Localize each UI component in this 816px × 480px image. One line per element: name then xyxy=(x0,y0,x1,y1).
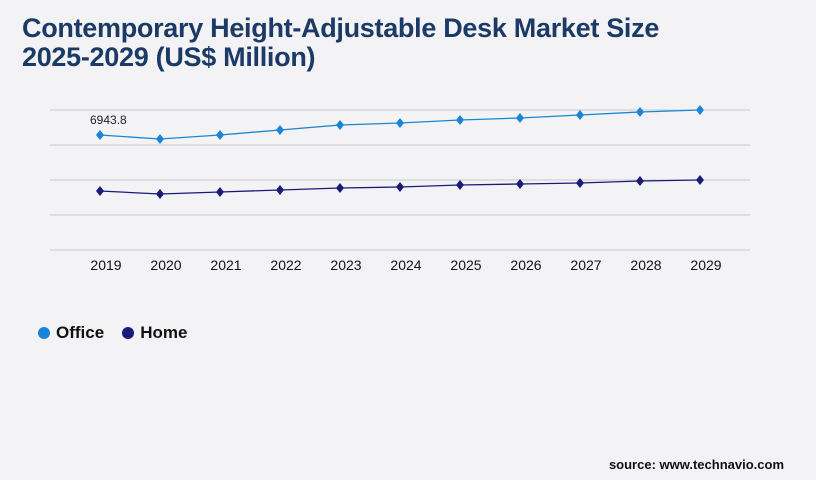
data-point-office xyxy=(96,130,104,141)
legend: Office Home xyxy=(38,323,187,343)
data-point-home xyxy=(456,180,464,191)
x-tick-label: 2023 xyxy=(330,257,361,273)
title-line-1: Contemporary Height-Adjustable Desk Mark… xyxy=(22,13,660,43)
data-point-office xyxy=(516,112,524,123)
x-tick-label: 2020 xyxy=(150,257,181,273)
data-point-office xyxy=(156,134,164,145)
x-tick-label: 2028 xyxy=(630,257,661,273)
x-tick-label: 2019 xyxy=(90,257,121,273)
x-tick-label: 2029 xyxy=(690,257,721,273)
data-point-office xyxy=(576,110,584,121)
legend-label: Home xyxy=(140,323,188,342)
x-tick-label: 2021 xyxy=(210,257,241,273)
data-point-home xyxy=(396,182,404,193)
home-marker-icon xyxy=(122,327,135,339)
x-tick-label: 2024 xyxy=(390,257,421,273)
data-point-home xyxy=(216,187,224,198)
office-marker-icon xyxy=(38,327,50,339)
data-label: 6943.8 xyxy=(90,113,127,127)
data-point-home xyxy=(96,185,104,196)
chart-title: Contemporary Height-Adjustable Desk Mark… xyxy=(22,14,659,72)
data-point-office xyxy=(396,117,404,128)
data-point-office xyxy=(456,115,464,126)
data-point-home xyxy=(636,175,644,186)
x-tick-label: 2026 xyxy=(510,257,541,273)
legend-label: Office xyxy=(56,323,105,342)
data-point-office xyxy=(636,107,644,118)
x-tick-label: 2027 xyxy=(570,257,601,273)
title-line-2: 2025-2029 (US$ Million) xyxy=(22,42,316,72)
legend-item-home: Home xyxy=(122,323,187,343)
source-note: source: www.technavio.com xyxy=(608,457,784,472)
data-point-office xyxy=(696,105,704,115)
data-point-office xyxy=(336,120,344,131)
data-point-office xyxy=(276,125,284,136)
data-point-home xyxy=(516,179,524,190)
data-point-office xyxy=(216,130,224,141)
data-point-home xyxy=(696,175,704,185)
data-point-home xyxy=(276,185,284,196)
data-point-home xyxy=(156,188,164,199)
legend-item-office: Office xyxy=(38,323,104,343)
data-point-home xyxy=(336,182,344,193)
x-tick-label: 2022 xyxy=(270,257,301,273)
data-point-home xyxy=(576,177,584,188)
x-tick-label: 2025 xyxy=(450,257,481,273)
